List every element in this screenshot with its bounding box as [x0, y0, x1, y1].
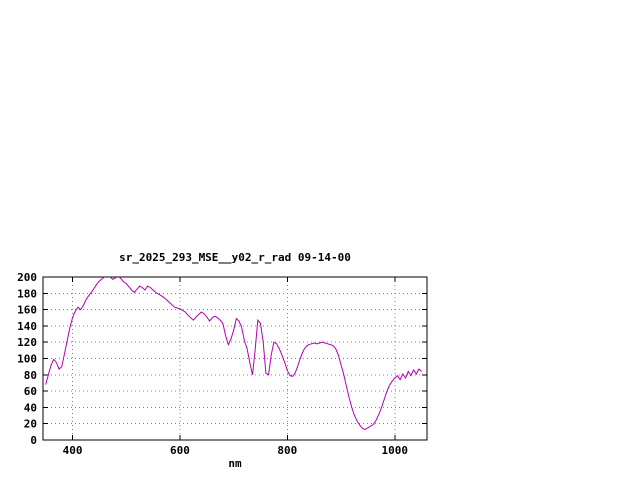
y-tick-label: 20: [24, 418, 37, 431]
y-tick-label: 80: [24, 369, 37, 382]
spectrum-line: [45, 277, 422, 430]
x-axis-label: nm: [228, 457, 242, 470]
y-tick-label: 40: [24, 401, 37, 414]
y-tick-label: 60: [24, 385, 37, 398]
plot-border: [42, 276, 428, 441]
chart-title: sr_2025_293_MSE__y02_r_rad 09-14-00: [119, 251, 351, 264]
x-tick-label: 800: [277, 444, 297, 457]
y-tick-label: 140: [17, 320, 37, 333]
y-tick-label: 200: [17, 271, 37, 284]
y-tick-label: 0: [30, 434, 37, 447]
x-tick-label: 600: [170, 444, 190, 457]
x-tick-label: 1000: [382, 444, 409, 457]
y-tick-label: 100: [17, 353, 37, 366]
y-tick-label: 120: [17, 336, 37, 349]
x-tick-label: 400: [63, 444, 83, 457]
y-tick-label: 160: [17, 304, 37, 317]
y-tick-label: 180: [17, 287, 37, 300]
